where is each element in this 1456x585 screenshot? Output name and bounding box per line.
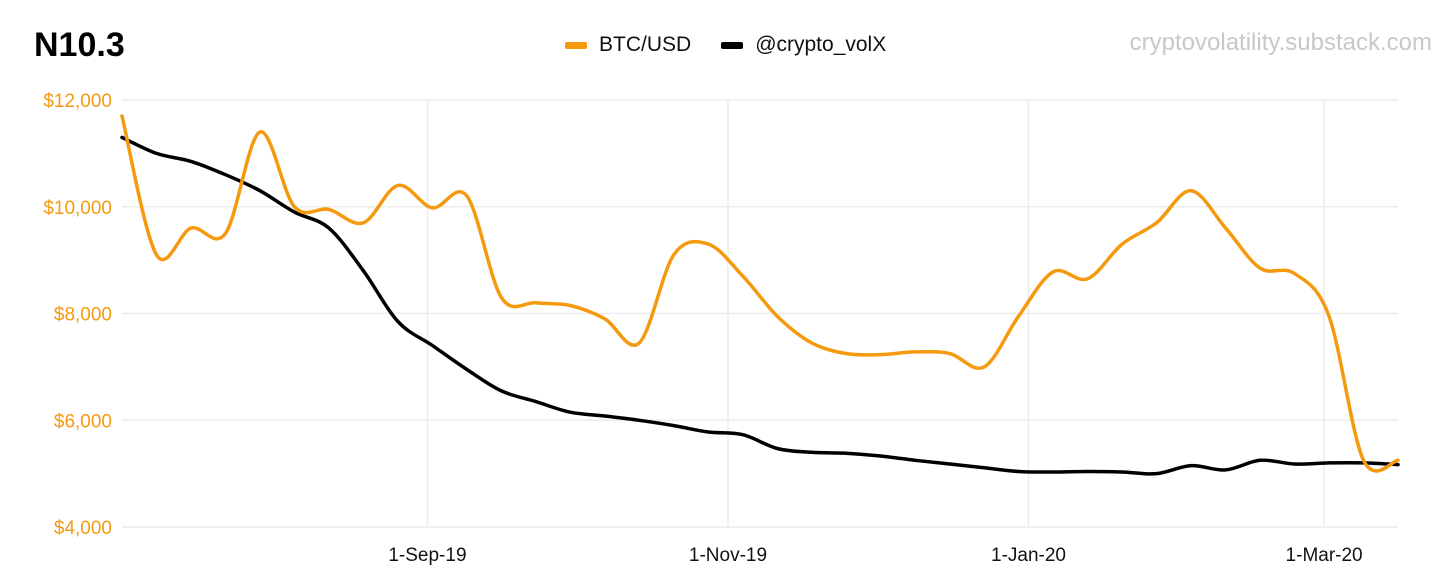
legend-label-volx: @crypto_volX <box>755 33 887 56</box>
series-line-btc <box>120 114 1400 473</box>
x-tick-label: 1-Mar-20 <box>1286 545 1363 566</box>
chart-title: N10.3 <box>34 26 125 64</box>
y-tick-label: $10,000 <box>43 198 112 219</box>
legend-label-btc: BTC/USD <box>599 33 692 56</box>
series-lines <box>120 114 1400 476</box>
watermark: cryptovolatility.substack.com <box>1129 29 1432 56</box>
legend-item-volx[interactable]: @crypto_volX <box>721 33 886 57</box>
y-tick-label: $4,000 <box>54 518 112 539</box>
y-axis: $4,000 $6,000 $8,000 $10,000 $12,000 <box>43 91 112 539</box>
y-tick-label: $6,000 <box>54 411 112 432</box>
x-axis: 1-Sep-19 1-Nov-19 1-Jan-20 1-Mar-20 <box>388 545 1362 566</box>
y-tick-label: $8,000 <box>54 305 112 326</box>
legend: BTC/USD @crypto_volX <box>565 33 916 57</box>
x-tick-label: 1-Jan-20 <box>991 545 1066 566</box>
x-tick-label: 1-Sep-19 <box>388 545 466 566</box>
x-tick-label: 1-Nov-19 <box>689 545 767 566</box>
legend-swatch-btc <box>565 41 587 49</box>
y-tick-label: $12,000 <box>43 91 112 112</box>
grid-lines <box>122 99 1398 528</box>
series-line-volx <box>120 135 1400 476</box>
legend-item-btc[interactable]: BTC/USD <box>565 33 691 57</box>
legend-swatch-volx <box>721 41 744 49</box>
